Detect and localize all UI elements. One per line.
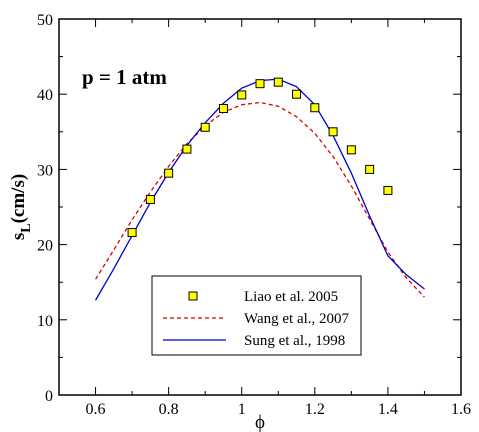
data-point-liao [273, 77, 283, 87]
x-tick-label: 1 [238, 401, 246, 418]
data-point-liao [365, 164, 375, 174]
x-tick-label: 0.6 [86, 401, 106, 418]
x-tick-label: 1.4 [378, 401, 398, 418]
x-axis-title: ϕ [255, 412, 265, 432]
data-point-liao [237, 90, 247, 100]
data-point-liao [218, 103, 228, 113]
x-tick-label: 1.6 [451, 401, 471, 418]
data-point-liao [145, 194, 155, 204]
y-tick-label: 30 [37, 162, 53, 179]
data-point-liao [182, 144, 192, 154]
data-point-liao [328, 127, 338, 137]
data-point-liao [127, 228, 137, 238]
y-tick-label: 50 [37, 12, 53, 29]
data-point-liao [255, 79, 265, 89]
y-tick-label: 20 [37, 238, 53, 255]
series-line-sung [94, 78, 425, 301]
svg-text:sL(cm/s): sL(cm/s) [8, 174, 34, 240]
series-line-wang [94, 101, 425, 298]
legend-box [151, 275, 362, 356]
data-point-liao [310, 103, 320, 113]
data-point-liao [346, 145, 356, 155]
legend-marker-liao [188, 291, 198, 301]
data-point-liao [200, 122, 210, 132]
y-tick-label: 10 [37, 313, 53, 330]
series-markers [127, 77, 393, 238]
y-tick-label: 0 [45, 388, 53, 405]
y-axis-title: sL(cm/s) [8, 174, 34, 240]
data-point-liao [164, 168, 174, 178]
legend-label-liao: Liao et al. 2005 [244, 289, 338, 305]
y-axis-title-rest: (cm/s) [8, 174, 29, 224]
y-axis-title-sub: L [19, 223, 34, 232]
x-tick-label: 1.2 [305, 401, 325, 418]
y-tick-label: 40 [37, 87, 53, 104]
data-point-liao [292, 89, 302, 99]
y-axis-title-main: s [8, 233, 29, 240]
data-point-liao [383, 185, 393, 195]
legend-label-sung: Sung et al., 1998 [244, 333, 345, 349]
series-lines [94, 78, 425, 301]
x-tick-label: 0.8 [159, 401, 179, 418]
annotation-pressure: p = 1 atm [82, 65, 167, 89]
legend: Liao et al. 2005 Wang et al., 2007 Sung … [151, 275, 362, 356]
legend-label-wang: Wang et al., 2007 [244, 311, 350, 327]
axis-ticks: 0.6 0.8 1 1.2 1.4 1.6 0 10 20 30 40 50 [37, 12, 471, 418]
